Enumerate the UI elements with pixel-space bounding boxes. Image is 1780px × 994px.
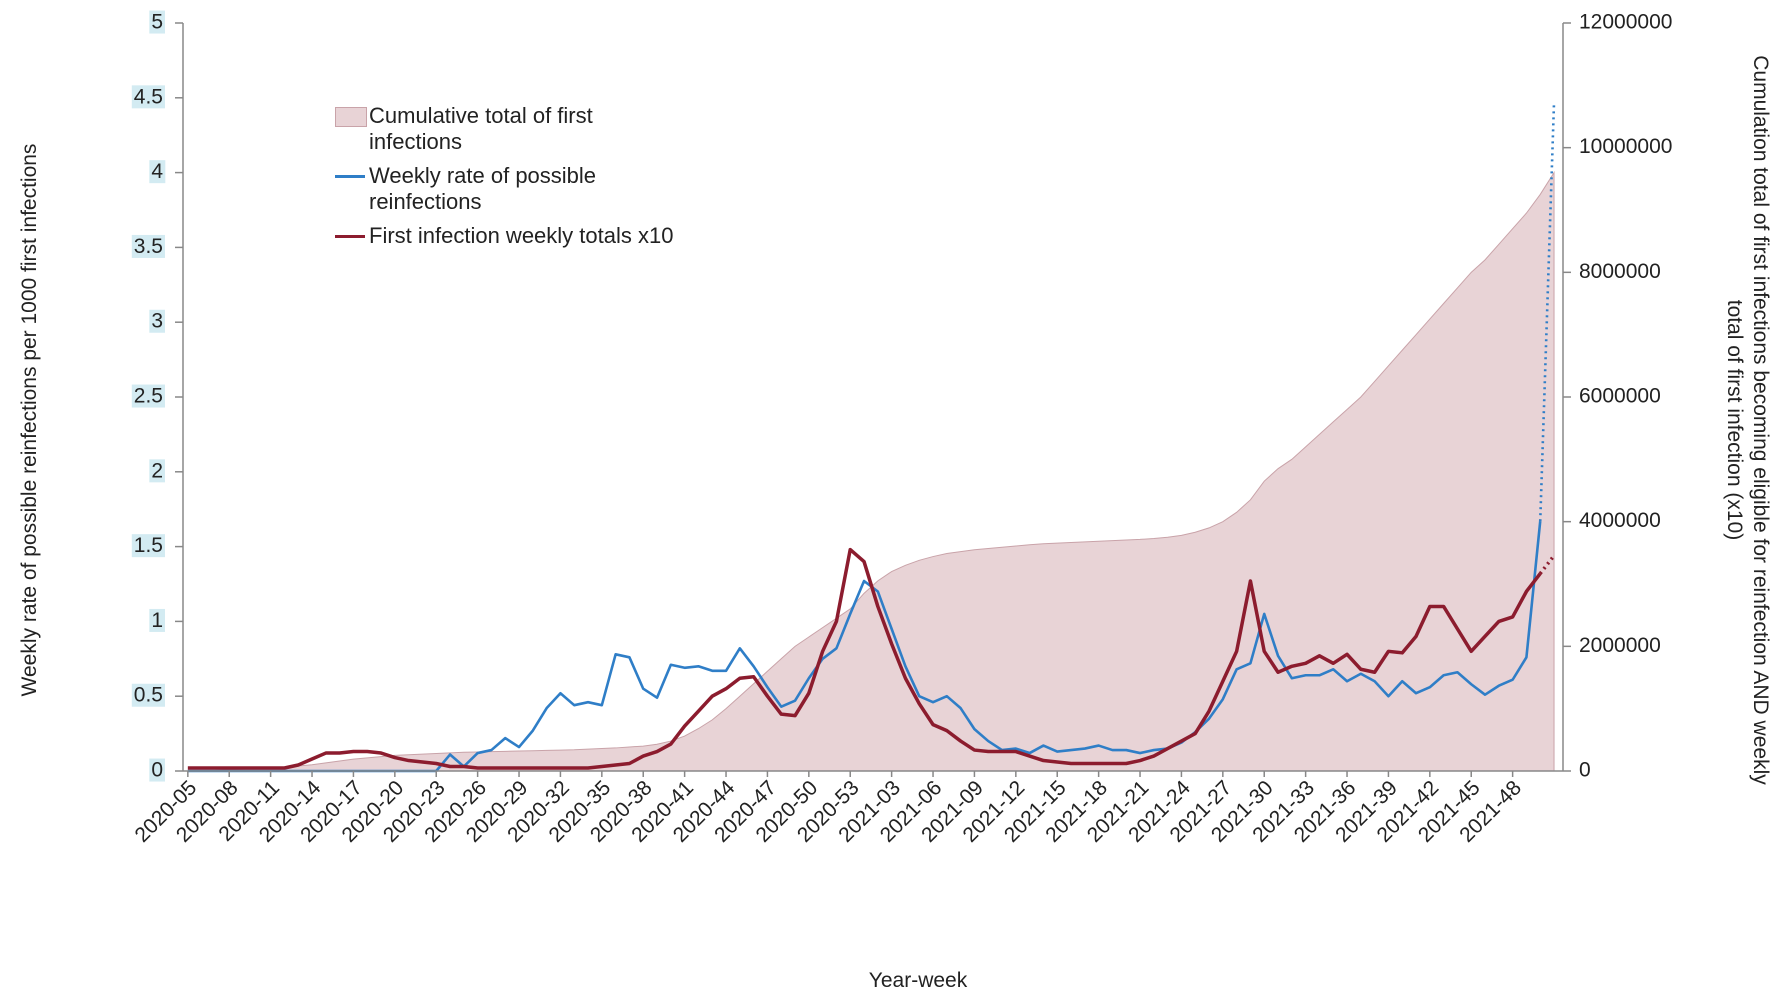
y2-tick-label: 4000000	[1579, 509, 1661, 532]
y-tick-label: 4	[151, 160, 163, 183]
y-tick-label: 2	[151, 459, 163, 482]
y-tick-label: 4.5	[134, 85, 163, 108]
legend-swatch	[335, 163, 369, 189]
y-tick-label: 3	[151, 310, 163, 333]
legend-swatch	[335, 103, 369, 129]
y-tick-label: 0	[151, 759, 163, 782]
legend-entry: Cumulative total of first infections	[335, 103, 695, 155]
y-tick-label: 2.5	[134, 385, 163, 408]
tick-label-highlight	[131, 683, 165, 707]
tick-label-highlight	[131, 85, 165, 109]
tick-label-highlight	[131, 384, 165, 408]
y-tick-label: 1	[151, 609, 163, 632]
legend-label: Cumulative total of first infections	[369, 103, 593, 154]
dotted-line	[1538, 554, 1556, 575]
y2-tick-label: 12000000	[1579, 11, 1672, 34]
y2-tick-label: 6000000	[1579, 385, 1661, 408]
legend-swatch	[335, 223, 369, 249]
y-tick-label: 3.5	[134, 235, 163, 258]
dotted-line	[1538, 102, 1556, 522]
legend-label: First infection weekly totals x10	[369, 223, 674, 248]
y2-tick-label: 8000000	[1579, 260, 1661, 283]
tick-label-highlight	[131, 234, 165, 258]
tick-label-highlight	[149, 10, 165, 34]
y2-tick-label: 0	[1579, 759, 1591, 782]
y-axis-title: Weekly rate of possible reinfections per…	[18, 143, 41, 697]
tick-label-highlight	[149, 309, 165, 333]
y-tick-label: 0.5	[134, 684, 163, 707]
tick-label-highlight	[149, 459, 165, 483]
area	[187, 170, 1555, 772]
y2-axis-title: Cumulation total of first infections bec…	[1723, 55, 1772, 785]
x-axis-title: Year-week	[868, 969, 968, 992]
tick-label-highlight	[149, 160, 166, 184]
tick-label-highlight	[149, 608, 165, 632]
legend: Cumulative total of first infections Week…	[335, 103, 695, 257]
legend-entry: Weekly rate of possible reinfections	[335, 163, 695, 215]
y2-tick-label: 10000000	[1579, 135, 1672, 158]
tick-label-highlight	[131, 534, 165, 558]
legend-entry: First infection weekly totals x10	[335, 223, 695, 249]
y-tick-label: 1.5	[134, 534, 163, 557]
y2-tick-label: 2000000	[1579, 634, 1661, 657]
y-tick-label: 5	[151, 11, 163, 34]
tick-label-highlight	[149, 758, 165, 782]
legend-label: Weekly rate of possible reinfections	[369, 163, 597, 214]
line	[187, 547, 1542, 770]
